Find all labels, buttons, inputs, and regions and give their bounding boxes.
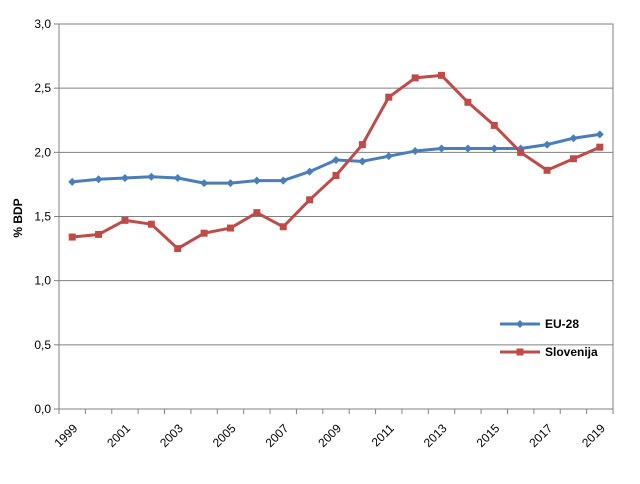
data-point xyxy=(516,320,524,328)
data-point xyxy=(411,147,420,156)
data-point xyxy=(595,130,604,139)
data-point xyxy=(464,98,472,106)
y-tick-label: 1,5 xyxy=(34,210,51,224)
data-point xyxy=(68,233,76,241)
series-group xyxy=(68,71,604,253)
data-point xyxy=(253,209,261,217)
data-point xyxy=(543,166,551,174)
data-point xyxy=(121,216,129,224)
data-point xyxy=(543,140,552,149)
gridlines xyxy=(59,87,613,346)
data-point xyxy=(147,172,156,181)
legend-label: EU-28 xyxy=(545,317,579,331)
x-tick-label: 2007 xyxy=(263,421,292,450)
data-point xyxy=(385,93,393,101)
y-tick-label: 0,0 xyxy=(34,402,51,416)
x-tick-label: 2003 xyxy=(157,421,186,450)
data-point xyxy=(516,348,524,356)
data-point xyxy=(279,223,287,231)
data-point xyxy=(332,171,340,179)
data-point xyxy=(94,175,103,184)
data-point xyxy=(226,224,234,232)
legend-entry: EU-28 xyxy=(500,317,579,331)
y-tick-label: 0,5 xyxy=(34,338,51,352)
x-tick-label: 2005 xyxy=(210,421,239,450)
legend: EU-28 Slovenija xyxy=(500,317,598,359)
data-point xyxy=(569,134,578,143)
data-point xyxy=(332,156,340,165)
x-tick-label: 2015 xyxy=(474,421,503,450)
data-point xyxy=(279,176,288,185)
data-point xyxy=(490,121,498,129)
y-axis-label: % BDP xyxy=(11,198,25,237)
data-point xyxy=(173,174,182,182)
data-point xyxy=(306,196,314,204)
x-tick-label: 2017 xyxy=(526,421,555,450)
data-point xyxy=(463,144,472,153)
data-point xyxy=(517,148,525,156)
x-tick-label: 2009 xyxy=(315,421,344,450)
data-point xyxy=(68,177,77,186)
data-point xyxy=(147,220,155,228)
legend-entry: Slovenija xyxy=(500,345,598,359)
data-point xyxy=(200,229,208,237)
data-point xyxy=(358,157,367,166)
data-point xyxy=(438,71,446,79)
y-axis: 0,0 0,5 1,0 1,5 2,0 2,5 3,0 xyxy=(34,17,59,416)
data-point xyxy=(596,143,604,151)
y-tick-label: 2,0 xyxy=(34,145,51,159)
data-point xyxy=(200,179,209,188)
x-tick-label: 2019 xyxy=(579,421,608,450)
data-point xyxy=(437,144,446,153)
data-point xyxy=(120,174,129,182)
x-tick-label: 2013 xyxy=(421,421,450,450)
data-point xyxy=(490,144,499,153)
series-eu-28 xyxy=(68,130,604,188)
x-tick-label: 1999 xyxy=(52,421,81,450)
x-tick-label: 2001 xyxy=(104,421,133,450)
y-tick-label: 2,5 xyxy=(34,81,51,95)
legend-label: Slovenija xyxy=(545,345,598,359)
data-point xyxy=(252,176,261,185)
data-point xyxy=(226,179,235,188)
data-point xyxy=(411,74,419,82)
data-point xyxy=(95,230,103,238)
x-axis: 1999 2001 2003 2005 2007 2009 2011 2013 2015 2017… xyxy=(52,409,614,450)
data-point xyxy=(174,245,182,253)
x-tick-label: 2011 xyxy=(369,421,397,449)
data-point xyxy=(358,141,366,149)
y-tick-label: 3,0 xyxy=(34,17,51,31)
data-point xyxy=(569,155,577,163)
data-point xyxy=(305,167,314,176)
series-slovenija xyxy=(68,71,604,253)
y-tick-label: 1,0 xyxy=(34,274,51,288)
data-point xyxy=(384,152,393,161)
